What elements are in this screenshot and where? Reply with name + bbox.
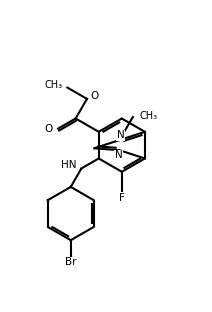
Text: N: N bbox=[117, 130, 124, 140]
Text: Br: Br bbox=[65, 257, 77, 267]
Text: CH₃: CH₃ bbox=[44, 80, 62, 90]
Text: O: O bbox=[44, 124, 52, 134]
Text: N: N bbox=[115, 150, 122, 160]
Text: HN: HN bbox=[61, 160, 77, 170]
Text: O: O bbox=[90, 91, 98, 101]
Text: F: F bbox=[119, 193, 125, 203]
Text: CH₃: CH₃ bbox=[140, 111, 158, 121]
